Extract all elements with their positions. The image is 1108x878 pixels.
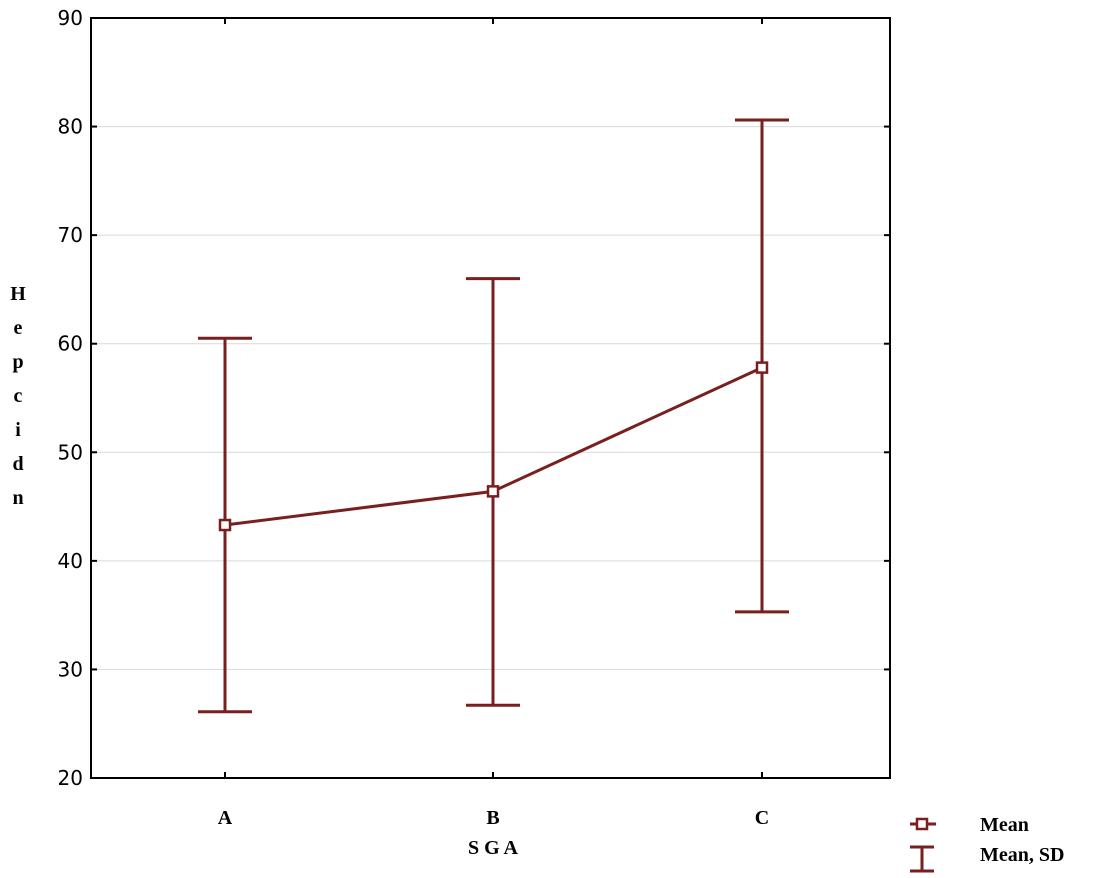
y-tick-label: 90 xyxy=(58,6,83,30)
mean-point xyxy=(755,361,769,374)
legend-sd-label: Mean, SD xyxy=(980,844,1064,866)
legend-mean-label: Mean xyxy=(980,814,1029,836)
x-axis-label: S G A xyxy=(468,837,519,859)
y-tick-label: 70 xyxy=(58,223,83,247)
y-axis-label-letter: e xyxy=(14,317,23,339)
y-axis-label-letter: i xyxy=(15,419,21,441)
y-axis-label-letter: c xyxy=(14,385,23,407)
plot-frame xyxy=(90,17,891,779)
y-axis-label-letter: p xyxy=(12,351,23,373)
y-axis-ticks: 20 30 40 50 60 70 80 90 xyxy=(58,6,890,790)
y-tick-label: 20 xyxy=(58,766,83,790)
x-axis-ticks: A B C xyxy=(218,18,769,829)
y-tick-label: 50 xyxy=(58,440,83,464)
y-tick-label: 60 xyxy=(58,332,83,356)
grid-layer xyxy=(91,126,890,670)
legend-sd-icon xyxy=(910,845,934,873)
series-layer xyxy=(198,118,789,714)
mean-point xyxy=(486,485,500,498)
legend-mean-icon xyxy=(910,817,936,831)
mean-point xyxy=(218,518,232,532)
y-axis-label-letter: n xyxy=(12,487,23,509)
legend: Mean Mean, SD xyxy=(910,814,1064,873)
y-tick-label: 30 xyxy=(58,657,83,681)
x-tick-label: A xyxy=(218,807,233,829)
x-tick-label: B xyxy=(486,807,499,829)
y-axis-label-letter: d xyxy=(12,453,23,475)
y-tick-label: 80 xyxy=(58,115,83,139)
x-tick-label: C xyxy=(755,807,769,829)
y-axis-label-letter: H xyxy=(10,283,26,305)
y-tick-label: 40 xyxy=(58,549,83,573)
